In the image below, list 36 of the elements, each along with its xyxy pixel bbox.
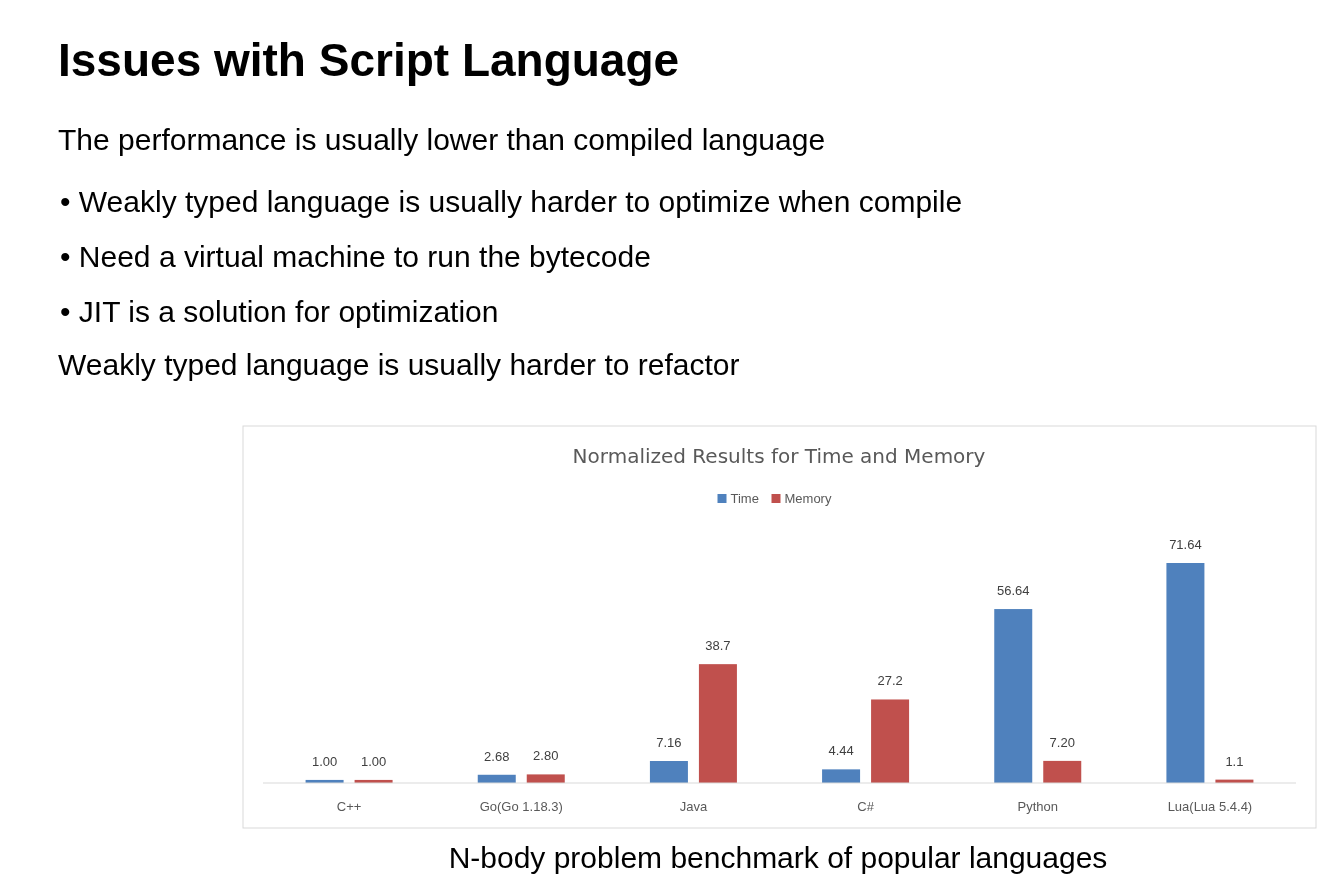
bar xyxy=(649,761,688,783)
data-label: 38.7 xyxy=(705,638,731,654)
bar xyxy=(871,699,910,783)
text: Weakly typed language is usually harder to refactor xyxy=(58,348,740,381)
data-label: 1.00 xyxy=(311,753,338,769)
text: • Weakly typed language is usually harder to optimize when compile xyxy=(60,185,963,218)
x-tick-label: C# xyxy=(857,799,875,814)
legend-label: Memory xyxy=(784,491,832,506)
x-tick-label: Lua(Lua 5.4.4) xyxy=(1167,799,1253,814)
data-label: 4.44 xyxy=(828,743,854,759)
text: The performance is usually lower than compiled language xyxy=(58,123,826,156)
data-label: 71.64 xyxy=(1169,537,1202,552)
x-tick-label: Java xyxy=(679,799,708,814)
text: • JIT is a solution for optimization xyxy=(60,295,499,328)
data-label: 27.2 xyxy=(877,673,903,689)
data-label: 56.64 xyxy=(996,583,1030,599)
data-label: 7.16 xyxy=(656,735,682,751)
text: N-body problem benchmark of popular languages xyxy=(448,841,1108,874)
chart-title: Normalized Results for Time and Memory xyxy=(572,444,986,468)
data-label: 2.68 xyxy=(484,748,510,764)
x-tick-label: Python xyxy=(1017,799,1058,814)
bar xyxy=(1043,760,1082,783)
bar xyxy=(994,609,1033,783)
data-label: 2.80 xyxy=(533,748,559,764)
bar xyxy=(1166,563,1205,783)
data-label: 1.00 xyxy=(360,753,387,769)
data-label: 1.1 xyxy=(1225,753,1244,769)
bar xyxy=(822,769,861,783)
x-tick-label: Go(Go 1.18.3) xyxy=(479,799,563,814)
text: Issues with Script Language xyxy=(58,34,680,86)
x-tick-label: C++ xyxy=(336,799,362,814)
bar xyxy=(698,664,737,783)
bar xyxy=(526,774,565,783)
legend-label: Time xyxy=(730,491,759,506)
text: • Need a virtual machine to run the bytecode xyxy=(60,240,651,273)
data-label: 7.20 xyxy=(1049,734,1075,750)
